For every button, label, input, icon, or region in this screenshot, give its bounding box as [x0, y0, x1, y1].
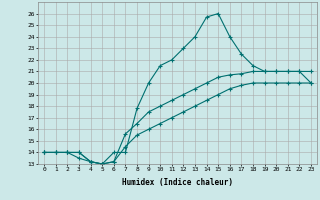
- X-axis label: Humidex (Indice chaleur): Humidex (Indice chaleur): [122, 178, 233, 187]
